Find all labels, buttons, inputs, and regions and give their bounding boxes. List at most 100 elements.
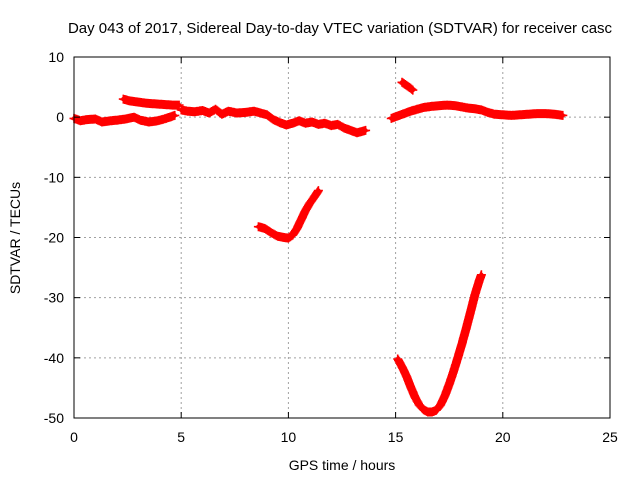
data-point — [410, 87, 415, 93]
data-point — [464, 325, 469, 330]
series-dip-16h-markers — [393, 270, 486, 417]
data-point — [404, 373, 409, 379]
data-point — [138, 118, 143, 123]
data-point — [500, 112, 505, 118]
data-point — [277, 120, 282, 125]
data-point — [284, 122, 289, 128]
y-axis-label: SDTVAR / TECUs — [7, 182, 23, 294]
data-point — [131, 115, 137, 120]
data-point — [453, 103, 458, 108]
data-point — [262, 226, 267, 231]
data-point — [176, 102, 182, 108]
x-axis-label: GPS time / hours — [289, 457, 396, 473]
data-point — [322, 121, 327, 126]
data-point — [275, 234, 280, 239]
data-point — [303, 208, 308, 213]
data-point — [526, 112, 531, 117]
data-point — [99, 119, 105, 125]
series-baseline-mid — [176, 104, 371, 138]
data-point — [438, 402, 443, 407]
data-point — [264, 112, 270, 118]
data-point — [341, 125, 347, 131]
data-point — [543, 111, 548, 116]
data-point — [399, 80, 405, 85]
data-point — [127, 98, 132, 104]
data-point — [303, 121, 308, 126]
data-point — [517, 112, 523, 118]
data-point — [271, 117, 276, 122]
data-point — [492, 112, 497, 117]
series-baseline-early — [69, 110, 180, 127]
data-point — [459, 104, 465, 110]
data-point — [136, 99, 141, 105]
data-point — [281, 235, 287, 240]
data-point — [206, 110, 212, 116]
data-point — [412, 394, 418, 400]
series-baseline-late-markers — [386, 100, 568, 123]
data-point — [164, 116, 169, 121]
data-point — [213, 107, 218, 112]
data-point — [316, 122, 321, 127]
data-point — [389, 116, 394, 121]
data-point — [472, 292, 478, 297]
data-point — [269, 230, 274, 235]
chart-title: Day 043 of 2017, Sidereal Day-to-day VTE… — [68, 20, 613, 37]
data-point — [296, 118, 302, 124]
data-point — [234, 110, 240, 116]
x-tick-label: 10 — [281, 429, 297, 445]
data-point — [290, 232, 295, 238]
data-point — [286, 235, 291, 241]
y-tick-label: -50 — [44, 410, 64, 426]
data-point — [468, 309, 473, 314]
x-tick-label: 25 — [602, 429, 618, 445]
series-baseline-late — [386, 100, 568, 123]
data-point — [404, 83, 409, 88]
tick-labels: 0 5 10 15 20 25 10 0 -10 -20 -30 -40 -50 — [44, 49, 618, 445]
data-point — [144, 101, 150, 106]
data-point — [479, 107, 484, 113]
data-point — [348, 128, 353, 133]
data-point — [93, 116, 98, 122]
data-point — [451, 369, 456, 374]
data-point — [466, 105, 471, 111]
data-point — [408, 384, 413, 389]
data-point — [395, 113, 400, 119]
data-point — [309, 119, 315, 125]
data-point — [121, 96, 126, 102]
y-tick-label: -20 — [44, 230, 64, 246]
data-point — [444, 102, 450, 108]
data-point — [155, 118, 160, 124]
y-tick-label: -30 — [44, 290, 64, 306]
data-point — [472, 106, 478, 111]
data-point — [172, 113, 177, 118]
x-tick-label: 5 — [177, 429, 185, 445]
data-point — [509, 113, 514, 118]
y-tick-label: -40 — [44, 350, 64, 366]
data-point — [294, 226, 300, 231]
series-upper-band — [118, 94, 184, 110]
data-point — [414, 107, 420, 112]
series-dip-10h — [253, 186, 323, 243]
data-point — [485, 110, 490, 115]
data-point — [219, 112, 225, 117]
data-point — [153, 101, 158, 107]
data-point — [425, 409, 430, 415]
data-point — [442, 393, 448, 398]
data-point — [429, 409, 435, 415]
data-point — [455, 355, 460, 360]
data-point — [477, 278, 482, 283]
data-point — [299, 217, 304, 222]
series-dip-16h — [393, 270, 486, 417]
data-point — [108, 118, 113, 124]
data-point — [311, 195, 317, 200]
data-point — [260, 111, 265, 116]
data-points-layer — [69, 77, 568, 417]
data-point — [479, 272, 484, 277]
data-point — [170, 102, 175, 108]
data-point — [363, 128, 368, 133]
data-point — [421, 105, 426, 110]
data-point — [335, 122, 340, 127]
axis-ticks — [73, 56, 611, 419]
data-point — [316, 188, 321, 193]
y-tick-label: 10 — [48, 49, 64, 65]
